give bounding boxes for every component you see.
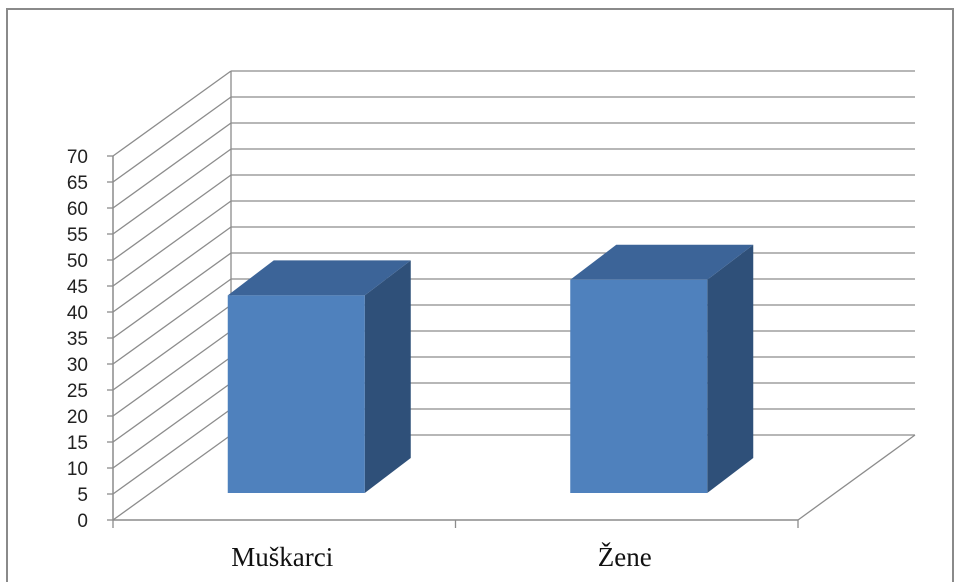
- y-tick-label: 45: [67, 277, 88, 298]
- gridline-side: [112, 382, 232, 469]
- labels: 0 5 10 15 20 25 30 35 40 45 50 55 60 65 70 Muškarci Žene: [67, 147, 652, 572]
- y-tick-label: 60: [67, 199, 88, 220]
- gridline-side: [112, 200, 232, 287]
- gridline-side: [112, 148, 232, 235]
- axes: [107, 155, 799, 528]
- y-tick-label: 70: [67, 147, 88, 168]
- y-tick-label: 35: [67, 329, 88, 350]
- bar-front-face: [570, 279, 708, 493]
- gridline-side: [112, 330, 232, 417]
- bar-top-face: [227, 260, 411, 296]
- gridline-side: [112, 96, 232, 183]
- y-tick-label: 50: [67, 251, 88, 272]
- bars: [227, 244, 754, 493]
- gridline-side: [112, 226, 232, 313]
- y-tick-label: 0: [77, 511, 88, 532]
- gridline-side: [112, 356, 232, 443]
- gridline-side: [112, 122, 232, 209]
- gridline-side: [112, 252, 232, 339]
- gridline-side: [112, 174, 232, 261]
- y-tick-label: 40: [67, 303, 88, 324]
- y-tick-label: 65: [67, 173, 88, 194]
- y-tick-label: 30: [67, 355, 88, 376]
- x-category-label: Muškarci: [231, 542, 333, 572]
- gridline-side: [112, 278, 232, 365]
- floor-right-edge: [797, 434, 916, 521]
- bar-2: [570, 244, 754, 493]
- x-category-label: Žene: [598, 542, 652, 572]
- y-tick-label: 20: [67, 407, 88, 428]
- gridline-side: [112, 408, 232, 495]
- y-tick-label: 10: [67, 459, 88, 480]
- y-tick-label: 25: [67, 381, 88, 402]
- bar-side-face: [364, 260, 411, 493]
- bar-1: [227, 260, 411, 493]
- y-tick-label: 55: [67, 225, 88, 246]
- bar-side-face: [707, 244, 754, 493]
- y-tick-label: 15: [67, 433, 88, 454]
- chart-frame: [6, 8, 954, 582]
- y-tick-label: 5: [77, 485, 88, 506]
- bar-top-face: [570, 244, 754, 280]
- floor-left-edge: [112, 434, 232, 521]
- bar-front-face: [227, 295, 365, 493]
- gridline-side: [112, 304, 232, 391]
- gridline-side: [112, 70, 232, 157]
